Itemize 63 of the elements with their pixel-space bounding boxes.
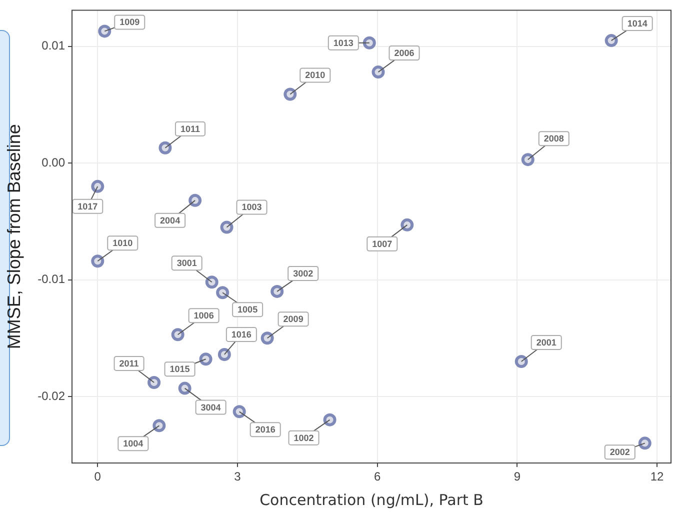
x-tick-label: 12: [650, 470, 664, 484]
annotation: 2001: [536, 337, 556, 348]
annotation: 2006: [394, 48, 414, 58]
x-tick-label: 6: [374, 470, 381, 484]
annotation: 1016: [231, 329, 252, 340]
point: [218, 348, 231, 361]
annotation: 2002: [610, 447, 630, 458]
point: [638, 436, 652, 450]
annotation: 1005: [238, 304, 258, 315]
annotation: 1004: [123, 438, 144, 449]
x-tick-label: 9: [514, 470, 521, 484]
point: [98, 24, 112, 38]
annotation: 1017: [78, 201, 98, 212]
point: [178, 382, 192, 395]
point: [284, 88, 297, 101]
point: [91, 180, 104, 193]
annotation: 2008: [544, 134, 564, 144]
point: [188, 194, 202, 207]
point: [514, 354, 528, 368]
point: [232, 405, 246, 418]
point: [171, 328, 184, 342]
annotation: 1013: [333, 38, 354, 48]
annotation: 1002: [294, 432, 314, 443]
annotation: 2004: [160, 215, 180, 226]
point: [323, 413, 336, 426]
annotation: 1003: [242, 202, 262, 212]
point: [260, 332, 274, 345]
point: [372, 66, 385, 79]
point: [205, 276, 218, 289]
x-tick-label: 3: [234, 470, 242, 484]
annotation: 2011: [119, 358, 139, 368]
annotation: 1006: [194, 310, 214, 321]
point: [521, 153, 534, 166]
y-tick-label: -0.02: [38, 388, 66, 403]
point: [400, 218, 414, 232]
x-axis-title: Concentration (ng/mL), Part B: [260, 490, 484, 509]
annotation: 1014: [627, 18, 648, 29]
annotation: 1007: [372, 238, 392, 249]
point: [158, 141, 172, 154]
point: [220, 220, 234, 234]
annotation: 1015: [170, 364, 190, 374]
annotation: 3004: [200, 402, 221, 412]
point: [148, 376, 161, 389]
x-tick-label: 0: [94, 470, 102, 484]
annotation: 2009: [283, 314, 304, 324]
annotation: 1009: [120, 17, 140, 28]
annotation: 3001: [176, 258, 197, 268]
point: [199, 352, 212, 366]
point: [152, 419, 166, 432]
point: [604, 34, 618, 48]
point: [216, 286, 230, 300]
y-axis-title: MMSE, Slope from Baseline: [4, 124, 24, 350]
point: [91, 254, 104, 268]
annotation: 1010: [112, 238, 133, 248]
annotation: 2010: [305, 70, 326, 80]
annotation: 1011: [180, 124, 200, 134]
point: [362, 36, 376, 50]
point: [270, 284, 284, 298]
y-tick-label: -0.01: [38, 272, 66, 286]
y-tick-label: 0.01: [42, 38, 66, 53]
annotation: 3002: [293, 268, 314, 278]
y-tick-label: 0.00: [42, 155, 66, 170]
annotation: 2016: [255, 424, 276, 435]
